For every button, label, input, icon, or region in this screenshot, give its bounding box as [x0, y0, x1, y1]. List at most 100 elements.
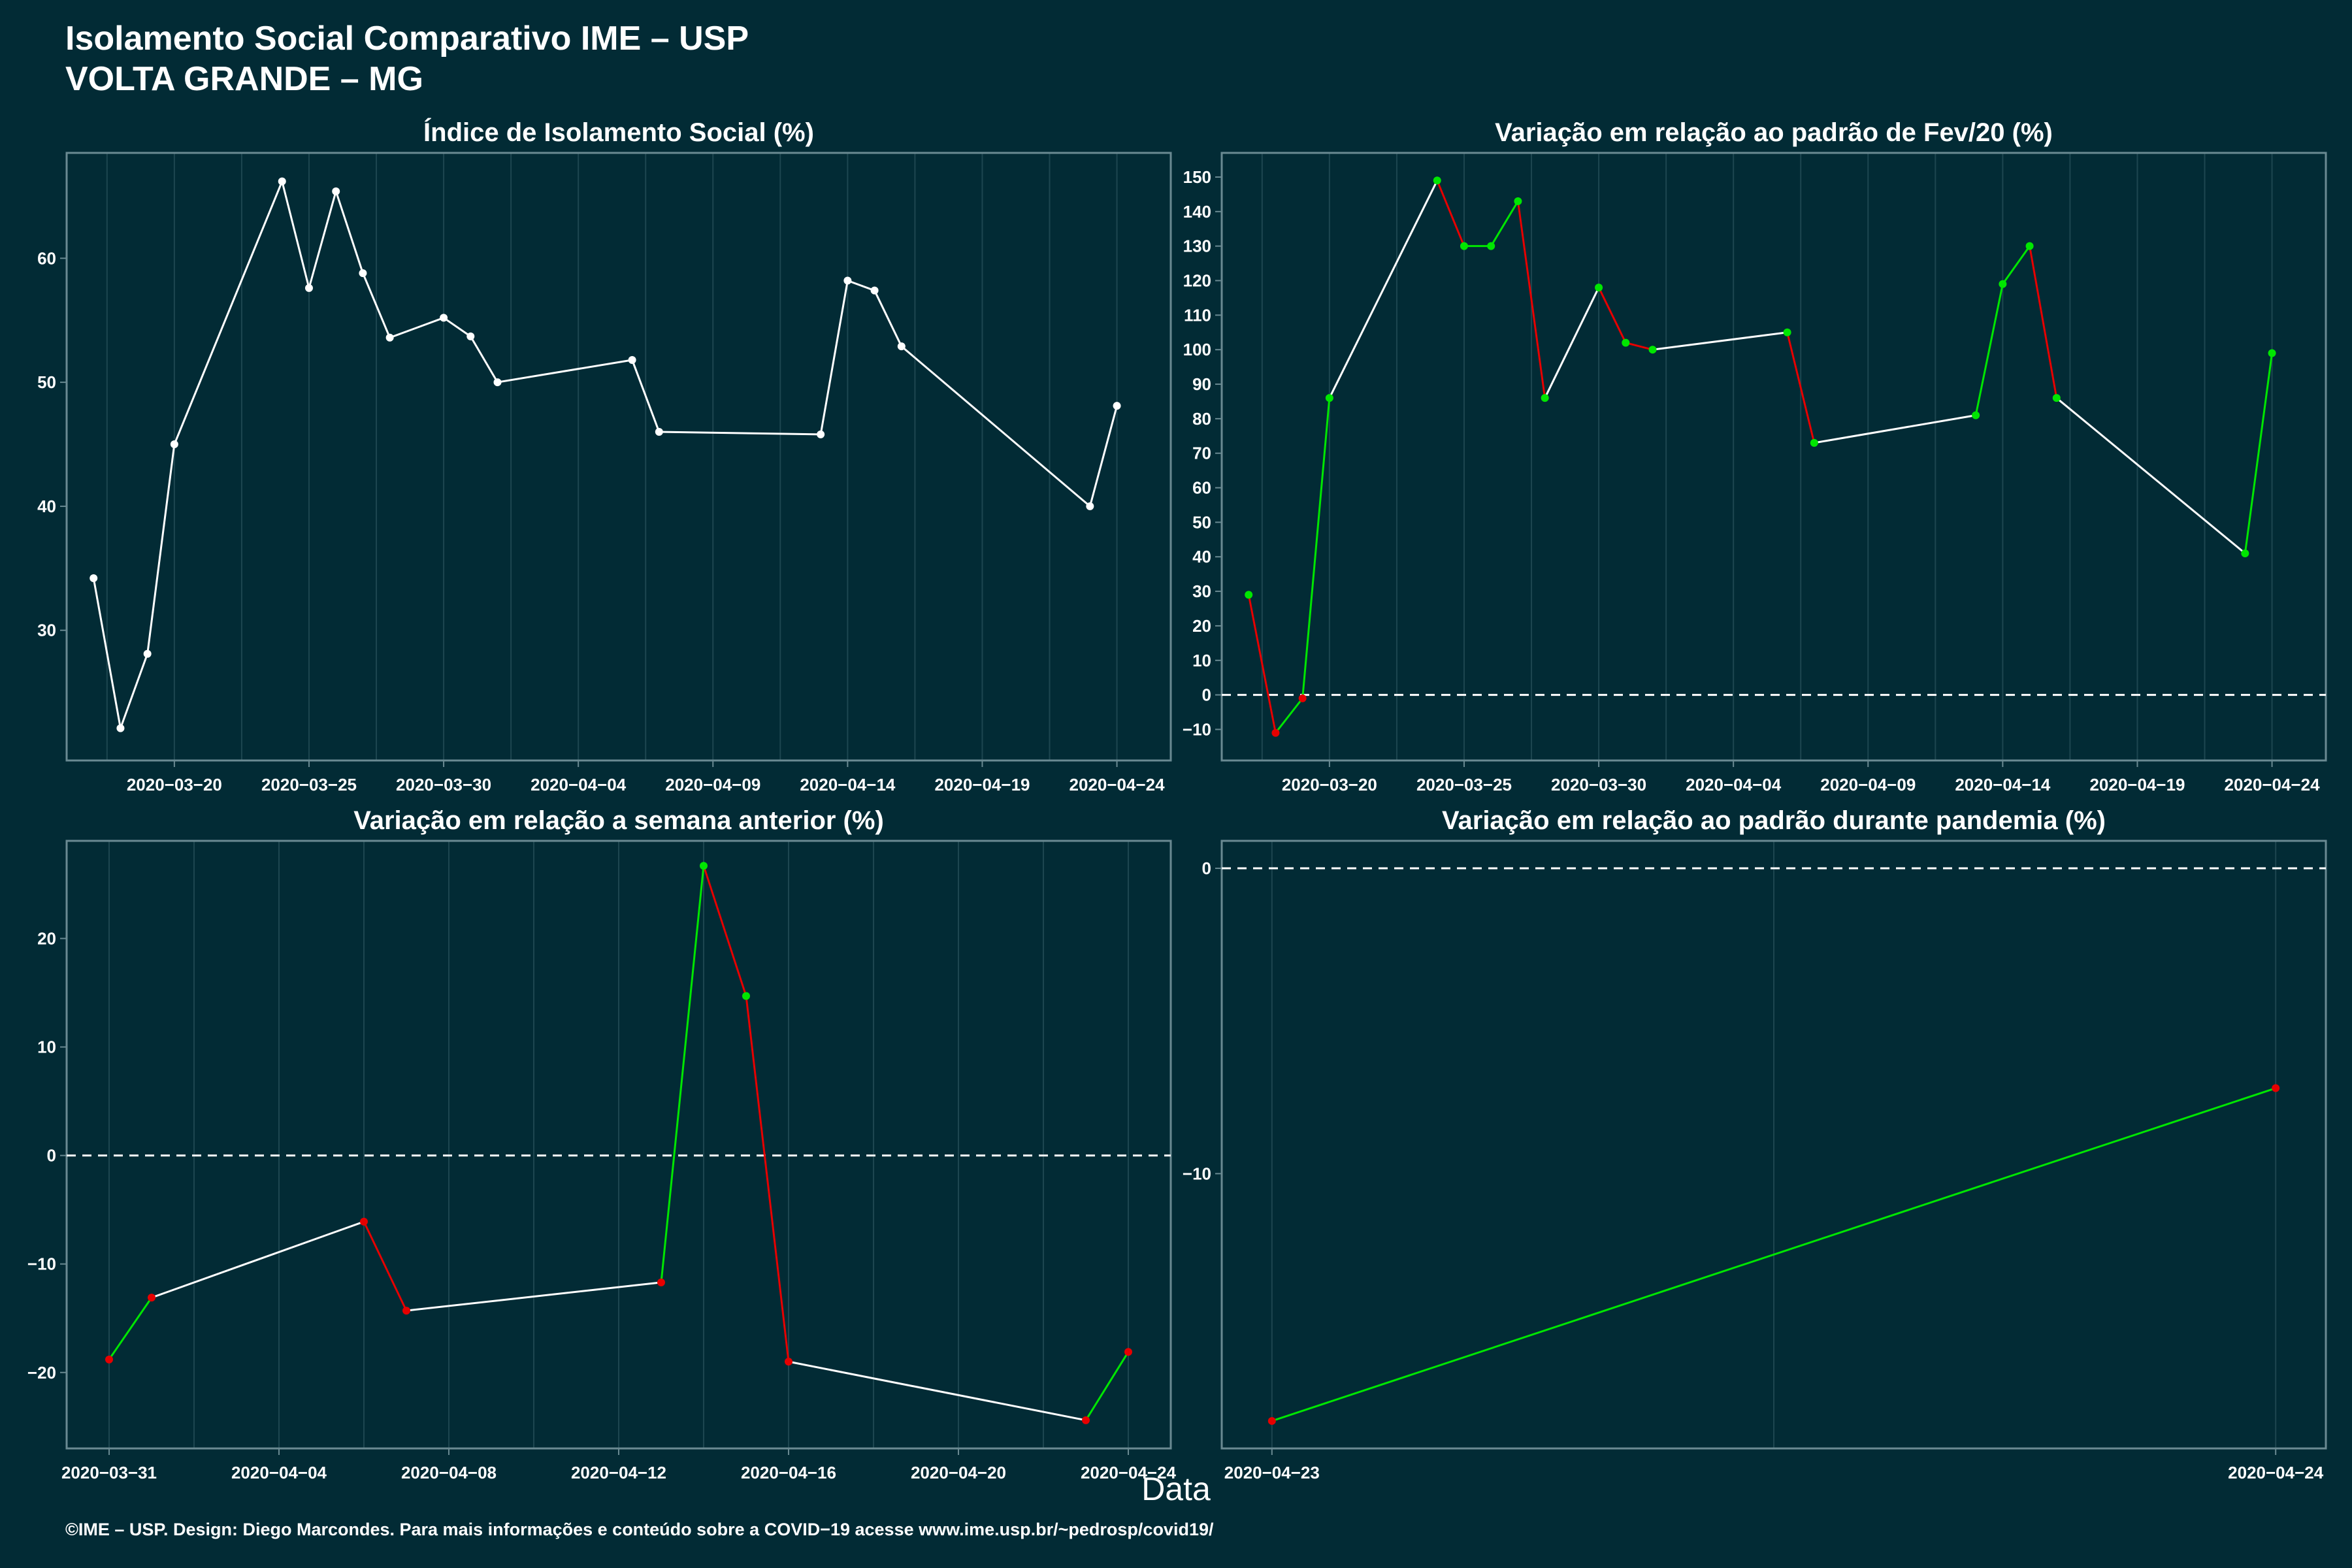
y-tick-label: 10: [37, 1037, 56, 1057]
y-tick-label: 0: [1202, 858, 1211, 878]
series-segment: [1974, 284, 2004, 416]
chart-title: Variação em relação ao padrão de Fev/20 …: [1495, 118, 2053, 147]
data-point: [657, 1278, 665, 1286]
series-segment: [2055, 397, 2246, 555]
series-segment: [1516, 201, 1546, 399]
data-point: [466, 332, 475, 340]
data-point: [1325, 394, 1333, 402]
series-segment: [363, 1221, 408, 1311]
y-tick-label: 0: [1202, 685, 1211, 705]
series-segment: [660, 866, 705, 1283]
series-segment: [308, 191, 337, 289]
y-tick-label: 0: [47, 1146, 56, 1166]
series-segment: [788, 1360, 1086, 1422]
x-tick-label: 2020−04−12: [571, 1463, 666, 1482]
x-tick-label: 2020−04−24: [2225, 775, 2321, 794]
series-segment: [745, 996, 790, 1362]
data-point: [2241, 549, 2249, 557]
data-point: [148, 1294, 155, 1302]
series-segment: [1436, 180, 1465, 247]
data-point: [1433, 176, 1441, 185]
data-point: [1487, 242, 1495, 250]
data-point: [1595, 284, 1603, 292]
data-point: [1298, 694, 1307, 702]
y-tick-label: 90: [1192, 374, 1211, 394]
x-tick-label: 2020−03−20: [127, 775, 222, 794]
y-tick-label: 130: [1183, 237, 1211, 256]
data-point: [440, 314, 448, 322]
series-segment: [1814, 414, 1976, 444]
series-segment: [146, 444, 176, 654]
series-segment: [2029, 246, 2058, 399]
x-tick-label: 2020−04−14: [800, 775, 896, 794]
x-tick-label: 2020−04−19: [2089, 775, 2185, 794]
data-point: [2052, 394, 2061, 402]
data-point: [170, 440, 178, 449]
x-tick-label: 2020−03−30: [1551, 775, 1646, 794]
y-tick-label: 110: [1184, 305, 1211, 325]
series-segment: [362, 272, 391, 338]
series-segment: [1301, 398, 1331, 699]
series-segment: [173, 181, 284, 445]
data-point: [1648, 346, 1657, 354]
data-point: [304, 284, 313, 292]
panel-border: [1220, 152, 2327, 762]
series-segment: [847, 280, 875, 292]
chart-title: Variação em relação ao padrão durante pa…: [1442, 806, 2106, 835]
y-tick-label: 50: [37, 372, 56, 392]
series-segment: [108, 1297, 153, 1360]
x-tick-label: 2020−03−31: [61, 1463, 157, 1482]
y-tick-label: −10: [1183, 719, 1211, 739]
x-tick-label: 2020−04−24: [1070, 775, 1166, 794]
x-tick-label: 2020−03−25: [261, 775, 357, 794]
series-segment: [2244, 353, 2274, 554]
main-title: Isolamento Social Comparativo IME – USP: [65, 20, 749, 57]
x-tick-label: 2020−04−09: [1820, 775, 1916, 794]
y-tick-label: 60: [37, 248, 56, 268]
data-point: [2025, 242, 2034, 250]
data-point: [817, 430, 825, 438]
data-point: [359, 269, 367, 278]
series-segment: [406, 1281, 662, 1312]
data-point: [2272, 1084, 2280, 1092]
data-point: [1783, 328, 1791, 336]
chart-title: Variação em relação a semana anterior (%…: [353, 806, 884, 835]
y-tick-label: 60: [1192, 478, 1211, 498]
series-segment: [1786, 332, 1816, 444]
series-segment: [1088, 405, 1119, 507]
y-tick-label: 40: [1192, 547, 1211, 566]
data-point: [116, 724, 125, 732]
series-segment: [631, 359, 661, 433]
y-tick-label: 20: [1192, 616, 1211, 636]
y-tick-label: 150: [1183, 167, 1211, 187]
y-tick-label: 140: [1183, 202, 1211, 221]
footer-credits: ©IME – USP. Design: Diego Marcondes. Par…: [65, 1520, 1214, 1539]
data-point: [385, 333, 394, 342]
x-tick-label: 2020−04−20: [911, 1463, 1006, 1482]
series-segment: [120, 653, 149, 729]
data-point: [1113, 402, 1121, 410]
x-tick-label: 2020−04−04: [231, 1463, 327, 1482]
data-point: [1086, 502, 1094, 510]
data-point: [1124, 1348, 1132, 1356]
data-point: [742, 992, 750, 1000]
x-tick-label: 2020−04−14: [1955, 775, 2051, 794]
data-point: [700, 862, 708, 870]
data-point: [655, 428, 663, 436]
series-segment: [1328, 180, 1439, 399]
y-tick-label: 30: [37, 621, 56, 640]
chart-panel-4: Variação em relação ao padrão durante pa…: [1183, 806, 2327, 1482]
series-segment: [1085, 1351, 1130, 1421]
series-segment: [1247, 595, 1277, 734]
y-tick-label: 120: [1183, 271, 1211, 291]
chart-panel-1: Índice de Isolamento Social (%) 2020−03−2…: [37, 118, 1172, 794]
chart-panel-2: Variação em relação ao padrão de Fev/20 …: [1183, 118, 2327, 794]
y-tick-label: −10: [27, 1254, 56, 1274]
data-point: [278, 177, 286, 186]
y-tick-label: 80: [1192, 409, 1211, 429]
data-point: [332, 187, 340, 195]
series-segment: [1652, 331, 1788, 351]
data-point: [1999, 280, 2007, 288]
data-point: [785, 1358, 792, 1366]
